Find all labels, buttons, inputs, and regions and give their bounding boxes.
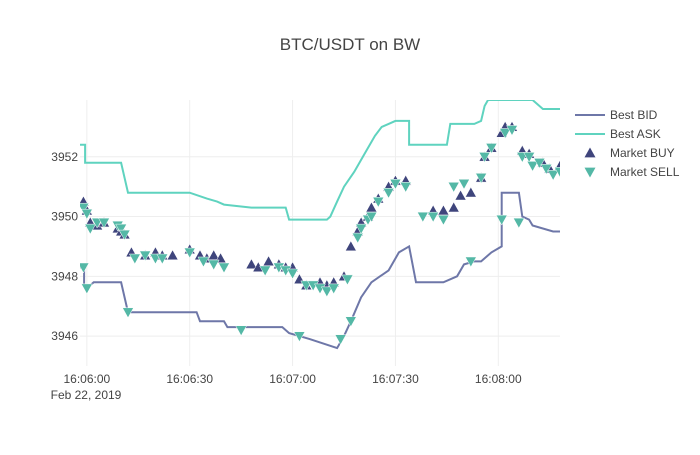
legend-item[interactable]: Market SELL	[584, 165, 680, 179]
sell-point[interactable]	[84, 223, 97, 235]
best-bid-line	[80, 191, 560, 350]
buy-point[interactable]	[437, 204, 450, 216]
sell-point[interactable]	[122, 307, 134, 319]
legend-marker-swatch	[584, 167, 596, 178]
sell-point[interactable]	[447, 182, 460, 193]
sell-point[interactable]	[389, 179, 402, 190]
sell-point[interactable]	[259, 265, 272, 277]
legend-marker-swatch	[584, 147, 596, 158]
y-tick-label: 3948	[51, 269, 78, 283]
buy-point[interactable]	[447, 201, 460, 213]
sell-point[interactable]	[139, 250, 152, 262]
x-tick-label: 16:06:30	[166, 372, 213, 386]
sell-point[interactable]	[156, 253, 169, 265]
plot-area	[78, 100, 566, 350]
sell-point[interactable]	[464, 256, 477, 268]
sell-point[interactable]	[478, 152, 491, 163]
buy-point[interactable]	[262, 255, 275, 267]
sell-point[interactable]	[437, 214, 450, 226]
x-tick-label: 16:07:30	[372, 372, 419, 386]
sell-point[interactable]	[183, 247, 196, 259]
grid-lines	[80, 100, 560, 366]
x-axis-date-label: Feb 22, 2019	[51, 388, 122, 402]
sell-point[interactable]	[427, 211, 440, 223]
sell-point[interactable]	[506, 125, 518, 136]
sell-point[interactable]	[523, 152, 536, 163]
y-tick-label: 3946	[51, 329, 78, 343]
sell-point[interactable]	[78, 262, 90, 274]
buy-point[interactable]	[166, 249, 179, 261]
sell-point[interactable]	[98, 217, 110, 229]
sell-point[interactable]	[533, 158, 546, 169]
sell-point[interactable]	[218, 262, 230, 274]
sell-point[interactable]	[495, 214, 508, 226]
sell-point[interactable]	[80, 208, 93, 220]
axes: Feb 22, 2019 3946 3948 3950 3952 16:06:00 16:…	[51, 150, 522, 402]
legend-label: Best BID	[610, 108, 658, 122]
sell-point[interactable]	[128, 253, 141, 265]
x-tick-label: 16:06:00	[63, 372, 110, 386]
x-tick-label: 16:07:00	[269, 372, 316, 386]
sell-point[interactable]	[458, 179, 470, 190]
x-tick-label: 16:08:00	[475, 372, 522, 386]
sell-point[interactable]	[547, 170, 560, 181]
legend-label: Best ASK	[610, 127, 661, 141]
sell-point[interactable]	[118, 229, 131, 241]
sell-point[interactable]	[207, 259, 220, 271]
sell-point[interactable]	[341, 274, 354, 286]
sell-point[interactable]	[115, 223, 128, 235]
sell-point[interactable]	[499, 128, 512, 139]
buy-point[interactable]	[365, 201, 378, 213]
buy-point[interactable]	[454, 189, 467, 201]
buy-point[interactable]	[245, 258, 258, 270]
y-tick-label: 3952	[51, 150, 78, 164]
sell-point[interactable]	[197, 256, 210, 268]
sell-point[interactable]	[334, 334, 347, 346]
market-sell-markers	[78, 125, 566, 346]
legend-label: Market SELL	[610, 165, 680, 179]
legend-item[interactable]: Best BID	[575, 108, 658, 122]
sell-point[interactable]	[327, 283, 340, 295]
sell-point[interactable]	[554, 167, 566, 178]
sell-point[interactable]	[475, 173, 488, 184]
sell-point[interactable]	[526, 161, 539, 172]
sell-point[interactable]	[485, 143, 498, 154]
sell-point[interactable]	[286, 268, 299, 280]
best-ask-line	[80, 100, 560, 221]
legend-label: Market BUY	[610, 146, 675, 160]
buy-point[interactable]	[464, 186, 477, 198]
sell-point[interactable]	[80, 283, 93, 295]
sell-point[interactable]	[540, 164, 553, 175]
sell-point[interactable]	[293, 331, 306, 343]
sell-point[interactable]	[382, 188, 395, 199]
sell-point[interactable]	[399, 182, 412, 193]
sell-point[interactable]	[512, 217, 525, 229]
sell-point[interactable]	[344, 316, 357, 328]
sell-point[interactable]	[320, 286, 333, 298]
sell-point[interactable]	[235, 325, 248, 337]
sell-point[interactable]	[355, 223, 368, 235]
chart-title: BTC/USDT on BW	[280, 35, 420, 54]
sell-point[interactable]	[372, 196, 385, 208]
legend[interactable]: Best BID Best ASK Market BUY Market SELL	[575, 108, 680, 179]
legend-item[interactable]: Market BUY	[584, 146, 675, 160]
y-tick-label: 3950	[51, 210, 78, 224]
sell-point[interactable]	[416, 211, 429, 223]
legend-item[interactable]: Best ASK	[575, 127, 661, 141]
buy-point[interactable]	[344, 240, 357, 252]
sell-point[interactable]	[351, 232, 364, 244]
sell-point[interactable]	[365, 211, 378, 223]
